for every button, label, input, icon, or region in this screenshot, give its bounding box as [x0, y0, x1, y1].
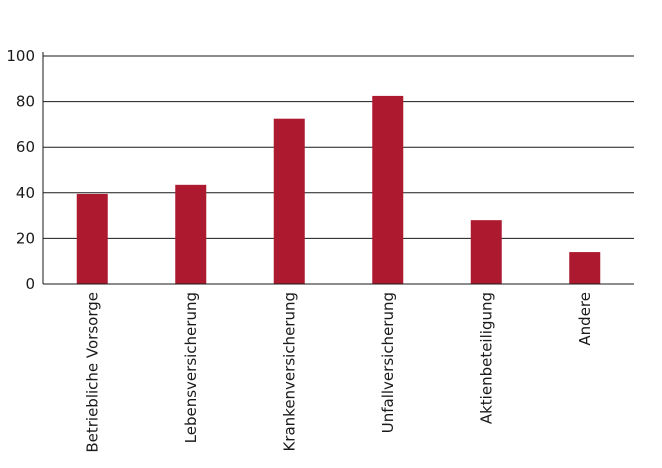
category-label-4: Unfallversicherung	[379, 292, 397, 433]
category-label-6: Andere	[576, 292, 594, 346]
y-axis-tick-labels: 0 20 40 60 80 100	[6, 47, 35, 293]
bar-6	[569, 252, 601, 284]
category-label-1: Betriebliche Vorsorge	[83, 292, 101, 453]
bar-2	[175, 184, 207, 284]
y-tick-label-20: 20	[16, 229, 35, 247]
y-tick-label-60: 60	[16, 138, 35, 156]
y-tick-label-0: 0	[25, 275, 35, 293]
category-labels: Betriebliche Vorsorge Lebensversicherung K…	[83, 292, 594, 453]
gridlines	[43, 55, 634, 239]
y-tick-label-80: 80	[16, 93, 35, 111]
category-label-5: Aktienbeteiligung	[477, 292, 495, 424]
axes	[42, 52, 634, 285]
bar-5	[470, 220, 502, 284]
category-label-2: Lebensversicherung	[182, 292, 200, 443]
bar-4	[372, 95, 404, 285]
bar-3	[273, 118, 305, 284]
y-tick-label-100: 100	[6, 47, 35, 65]
category-label-3: Krankenversicherung	[280, 292, 298, 452]
y-tick-label-40: 40	[16, 184, 35, 202]
bars	[76, 95, 601, 285]
bar-1	[76, 193, 108, 284]
